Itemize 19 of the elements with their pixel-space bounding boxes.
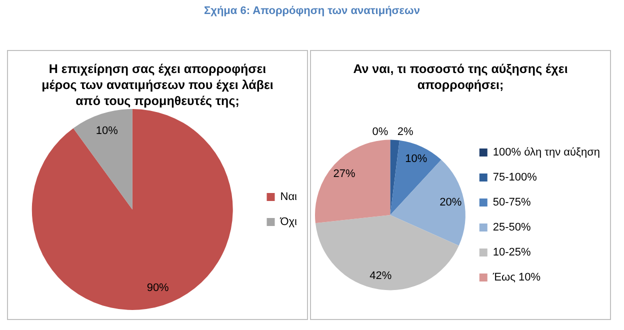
- text: Αν ναι, τι ποσοστό της αύξησης έχει απορροφήσει;: [352, 61, 569, 93]
- legend-label: 25-50%: [492, 222, 532, 234]
- legend-label: 10-25%: [492, 246, 532, 259]
- text: 0%: [372, 126, 388, 138]
- data-label: 10%: [405, 153, 428, 166]
- text: Σχήμα 6: Απορρόφηση των ανατιμήσεων: [203, 5, 421, 17]
- data-label: 42%: [370, 270, 392, 282]
- data-label: 2%: [397, 126, 414, 138]
- data-label: 27%: [333, 168, 356, 180]
- data-label: 90%: [146, 282, 170, 294]
- chart-title: Η επιχείρηση σας έχει απορροφήσει μέρος των ανατιμήσεων που έχει λάβει από τους προμηθευτές της;: [40, 61, 274, 109]
- data-label: 20%: [440, 196, 462, 209]
- data-label: 10%: [96, 125, 118, 138]
- legend-label: Ναι: [280, 191, 298, 204]
- legend-label: 100% όλη την αύξηση: [492, 146, 600, 159]
- legend-label: 50-75%: [492, 196, 532, 209]
- legend-label: 75-100%: [492, 172, 538, 184]
- legend-label: Έως 10%: [492, 272, 541, 284]
- legend-label: Όχι: [279, 216, 298, 228]
